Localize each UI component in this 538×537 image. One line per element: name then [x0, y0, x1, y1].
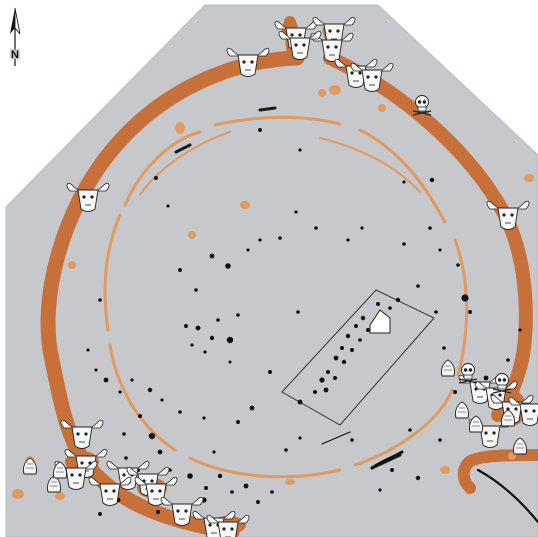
linear-features: [321, 431, 538, 524]
north-label: N: [11, 49, 19, 61]
excavation-area: [5, 4, 538, 537]
postholes: [86, 128, 522, 516]
north-arrow: [10, 7, 21, 66]
inner-circle: [103, 115, 469, 479]
rectangular-structure: [281, 289, 435, 426]
